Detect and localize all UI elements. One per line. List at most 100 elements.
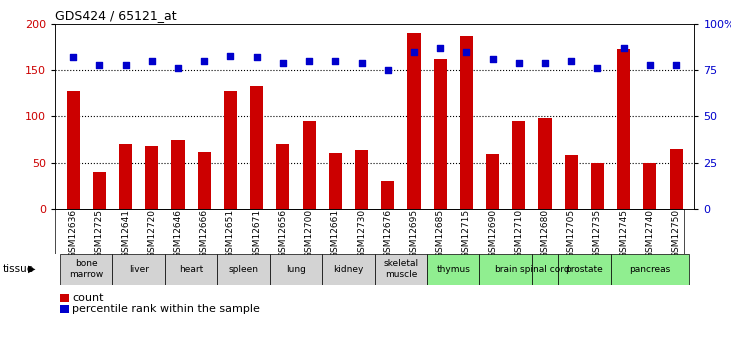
Point [67,55,79,60]
Text: GSM12676: GSM12676 [383,209,393,258]
Text: GSM12671: GSM12671 [252,209,261,258]
Text: GSM12715: GSM12715 [462,209,471,258]
Point [382,68,393,73]
Text: brain: brain [494,265,518,274]
Bar [165,254,217,285]
Point [277,60,289,66]
Point [120,62,132,68]
Text: GSM12646: GSM12646 [173,209,183,258]
Text: GSM12705: GSM12705 [567,209,576,258]
Bar [670,149,683,209]
Text: GSM12735: GSM12735 [593,209,602,258]
Text: GSM12730: GSM12730 [357,209,366,258]
Bar [381,181,394,209]
Bar [303,121,316,209]
Point [408,49,420,55]
Bar [93,172,106,209]
Text: GSM12690: GSM12690 [488,209,497,258]
Bar [60,254,113,285]
Text: GSM12656: GSM12656 [279,209,287,258]
Bar [591,162,604,209]
Bar [460,36,473,209]
Bar [197,151,211,209]
Bar [67,91,80,209]
Bar [217,254,270,285]
Bar [224,91,237,209]
Point [94,62,105,68]
Text: GSM12666: GSM12666 [200,209,209,258]
Point [513,60,525,66]
Point [487,57,499,62]
Point [434,46,446,51]
Bar [355,150,368,209]
Bar [427,254,480,285]
Text: ▶: ▶ [28,264,35,274]
Bar [374,254,427,285]
Text: GSM12661: GSM12661 [331,209,340,258]
Bar [250,86,263,209]
Text: GDS424 / 65121_at: GDS424 / 65121_at [55,9,176,22]
Bar [270,254,322,285]
Text: tissue: tissue [2,264,34,274]
Text: pancreas: pancreas [629,265,670,274]
Bar [617,49,630,209]
Bar [276,144,289,209]
Bar [539,118,552,209]
Text: kidney: kidney [333,265,363,274]
Bar [643,162,656,209]
Bar [480,254,532,285]
Bar [329,153,342,209]
Point [644,62,656,68]
Text: GSM12680: GSM12680 [540,209,550,258]
Text: heart: heart [179,265,203,274]
Text: liver: liver [129,265,148,274]
Text: lung: lung [286,265,306,274]
Bar [433,59,447,209]
Bar [558,254,610,285]
Text: GSM12710: GSM12710 [515,209,523,258]
Bar [610,254,689,285]
Point [303,58,315,64]
Bar [564,155,577,209]
Text: GSM12636: GSM12636 [69,209,77,258]
Text: GSM12725: GSM12725 [95,209,104,258]
Text: prostate: prostate [566,265,603,274]
Text: GSM12700: GSM12700 [305,209,314,258]
Text: GSM12740: GSM12740 [645,209,654,258]
Bar [512,121,526,209]
Text: spleen: spleen [229,265,259,274]
Text: GSM12641: GSM12641 [121,209,130,258]
Point [461,49,472,55]
Point [198,58,210,64]
Text: bone
marrow: bone marrow [69,259,103,279]
Text: GSM12651: GSM12651 [226,209,235,258]
Text: GSM12695: GSM12695 [409,209,418,258]
Text: skeletal
muscle: skeletal muscle [383,259,418,279]
Point [565,58,577,64]
Point [618,46,629,51]
Point [224,53,236,58]
Text: GSM12685: GSM12685 [436,209,444,258]
Text: thymus: thymus [436,265,470,274]
Text: GSM12745: GSM12745 [619,209,628,258]
Text: count: count [72,293,104,303]
Bar [172,139,185,209]
Bar [407,33,420,209]
Point [356,60,368,66]
Point [591,66,603,71]
Text: percentile rank within the sample: percentile rank within the sample [72,304,260,314]
Point [251,55,262,60]
Text: GSM12720: GSM12720 [148,209,156,258]
Bar [113,254,165,285]
Bar [322,254,374,285]
Point [146,58,158,64]
Bar [145,146,159,209]
Point [539,60,551,66]
Point [330,58,341,64]
Point [173,66,184,71]
Text: spinal cord: spinal cord [520,265,570,274]
Bar [486,154,499,209]
Point [670,62,682,68]
Bar [119,144,132,209]
Bar [532,254,558,285]
